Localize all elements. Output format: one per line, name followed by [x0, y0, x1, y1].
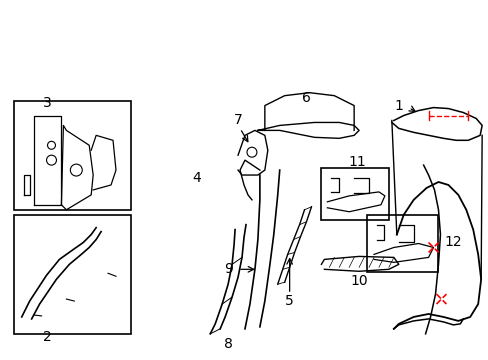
- Text: 12: 12: [444, 234, 461, 248]
- Text: 7: 7: [233, 113, 242, 127]
- Text: 5: 5: [285, 294, 293, 308]
- Text: 9: 9: [223, 262, 232, 276]
- Text: 1: 1: [393, 99, 403, 113]
- Text: 4: 4: [192, 171, 201, 185]
- Text: 3: 3: [43, 96, 52, 109]
- Text: 10: 10: [349, 274, 367, 288]
- Text: 8: 8: [223, 337, 232, 351]
- Text: 6: 6: [302, 91, 310, 105]
- Bar: [366, 215, 438, 272]
- Text: 11: 11: [347, 155, 365, 169]
- Bar: [14, 215, 131, 334]
- Text: 2: 2: [43, 330, 52, 344]
- Bar: [321, 168, 388, 220]
- Bar: [14, 100, 131, 210]
